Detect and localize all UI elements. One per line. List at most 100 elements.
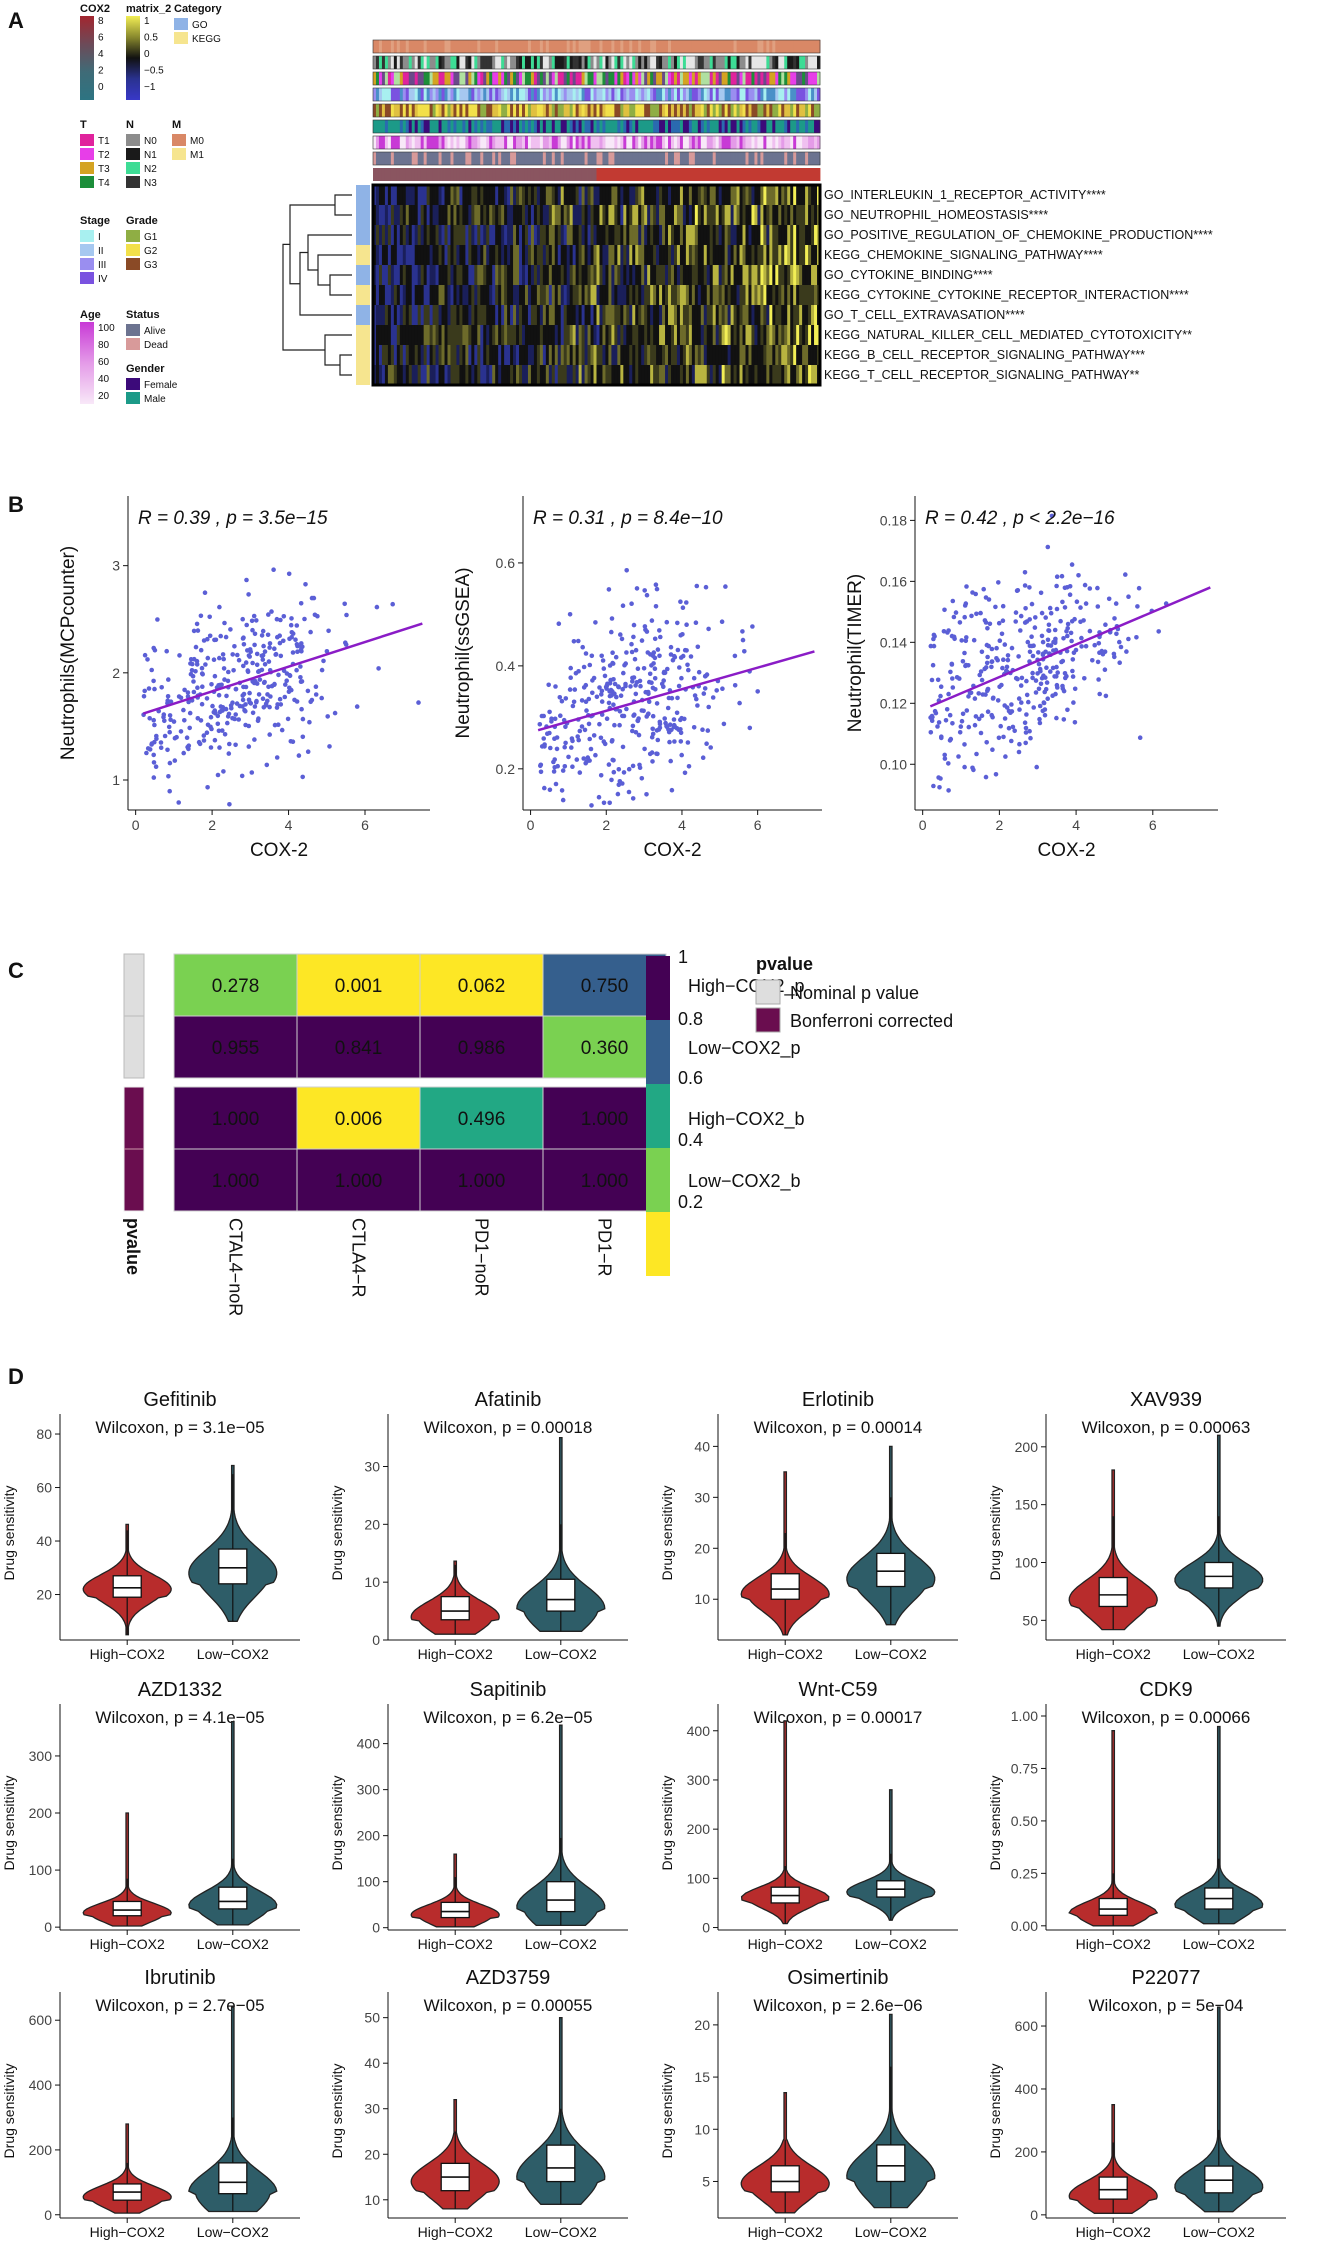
annotation-cell bbox=[644, 88, 648, 101]
annotation-cell bbox=[635, 120, 639, 133]
scatter-point bbox=[221, 769, 226, 774]
scatter-point bbox=[1001, 734, 1006, 740]
heatmap-cell bbox=[373, 245, 377, 265]
annotation-cell bbox=[676, 88, 681, 101]
scatter-point bbox=[190, 661, 195, 667]
heatmap-cell bbox=[799, 305, 803, 325]
heatmap-cell bbox=[447, 185, 451, 205]
annotation-cell bbox=[405, 56, 410, 69]
heatmap-cell bbox=[474, 225, 478, 245]
heatmap-cell bbox=[483, 325, 487, 345]
heatmap-cell bbox=[668, 365, 672, 385]
heatmap-cell bbox=[507, 305, 511, 325]
heatmap-cell bbox=[560, 365, 565, 385]
heatmap-cell bbox=[560, 225, 565, 245]
scatter-point bbox=[608, 687, 614, 693]
annotation-cell bbox=[513, 56, 517, 69]
scatter-point bbox=[984, 642, 990, 648]
group-label: High−COX2 bbox=[1076, 1646, 1151, 1662]
scatter-point bbox=[972, 722, 978, 728]
heatmap-cell bbox=[450, 345, 454, 365]
y-axis-label: Neutrophil(ssGSEA) bbox=[453, 567, 474, 738]
annotation-cell-cox2 bbox=[623, 168, 627, 181]
scatter-point bbox=[1014, 588, 1020, 593]
heatmap-cell bbox=[599, 265, 603, 285]
annotation-cell-cox2 bbox=[632, 168, 636, 181]
heatmap-cell bbox=[387, 265, 392, 285]
box-high bbox=[770, 1573, 800, 1600]
heatmap-cell bbox=[569, 285, 574, 305]
scatter-point bbox=[538, 769, 544, 775]
heatmap-cell bbox=[736, 365, 740, 385]
annotation-cell bbox=[814, 136, 818, 149]
annotation-cell bbox=[694, 72, 699, 85]
annotation-cell bbox=[793, 152, 797, 165]
heatmap-cell bbox=[462, 345, 466, 365]
annotation-cell bbox=[691, 152, 696, 165]
y-axis-label: Drug sensitivity bbox=[987, 1486, 1003, 1581]
heatmap-cell bbox=[617, 365, 621, 385]
heatmap-cell bbox=[635, 185, 639, 205]
heatmap-cell bbox=[596, 225, 600, 245]
annotation-cell bbox=[542, 40, 547, 53]
wilcoxon-annotation: Wilcoxon, p = 0.00066 bbox=[1082, 1708, 1251, 1727]
annotation-cell bbox=[510, 88, 514, 101]
scatter-point bbox=[1113, 601, 1119, 606]
heatmap-cell bbox=[566, 225, 571, 245]
scatter-point bbox=[308, 629, 313, 635]
heatmap-cell bbox=[671, 305, 675, 325]
heatmap-cell bbox=[790, 365, 794, 385]
y-tick-label: 400 bbox=[1015, 2081, 1039, 2097]
heatmap-cell bbox=[760, 245, 764, 265]
annotation-cell bbox=[381, 104, 386, 117]
annotation-cell bbox=[679, 136, 684, 149]
annotation-cell bbox=[751, 120, 755, 133]
heatmap-cell bbox=[501, 285, 505, 305]
scatter-point bbox=[617, 709, 623, 714]
heatmap-cell bbox=[530, 305, 535, 325]
heatmap-cell bbox=[814, 245, 818, 265]
annotation-cell bbox=[519, 72, 523, 85]
heatmap-cell bbox=[405, 305, 410, 325]
annotation-cell bbox=[465, 72, 469, 85]
heatmap-cell bbox=[492, 225, 496, 245]
heatmap-cell bbox=[450, 245, 454, 265]
annotation-cell-cox2 bbox=[712, 168, 717, 181]
annotation-cell bbox=[632, 136, 636, 149]
annotation-cell bbox=[545, 56, 550, 69]
annotation-cell bbox=[414, 136, 419, 149]
annotation-cell-cox2 bbox=[519, 168, 523, 181]
annotation-cell bbox=[447, 40, 451, 53]
legend-label-m: M0 bbox=[190, 136, 204, 147]
heatmap-cell bbox=[551, 225, 556, 245]
annotation-cell bbox=[459, 136, 463, 149]
annotation-cell bbox=[530, 120, 535, 133]
annotation-cell bbox=[611, 56, 615, 69]
annotation-cell bbox=[611, 88, 615, 101]
annotation-cell bbox=[411, 136, 416, 149]
scatter-point bbox=[1006, 708, 1012, 714]
annotation-cell bbox=[507, 120, 511, 133]
annotation-cell bbox=[703, 56, 708, 69]
annotation-cell bbox=[527, 56, 532, 69]
scatter-point bbox=[675, 695, 680, 701]
annotation-cell bbox=[671, 72, 675, 85]
heatmap-cell bbox=[682, 225, 687, 245]
colorscale-label: 1 bbox=[678, 947, 688, 967]
heatmap-cell bbox=[405, 245, 410, 265]
scatter-point bbox=[621, 770, 627, 775]
annotation-cell bbox=[668, 136, 672, 149]
annotation-cell bbox=[387, 104, 392, 117]
annotation-cell bbox=[781, 120, 785, 133]
annotation-cell bbox=[498, 56, 502, 69]
scatter-point bbox=[626, 766, 632, 772]
heatmap-cell bbox=[420, 285, 425, 305]
heatmap-cell bbox=[477, 265, 481, 285]
annotation-track bbox=[372, 55, 821, 70]
heatmap-cell bbox=[519, 325, 523, 345]
scatter-point bbox=[742, 649, 747, 654]
annotation-cell bbox=[730, 104, 734, 117]
heatmap-cell bbox=[527, 185, 532, 205]
